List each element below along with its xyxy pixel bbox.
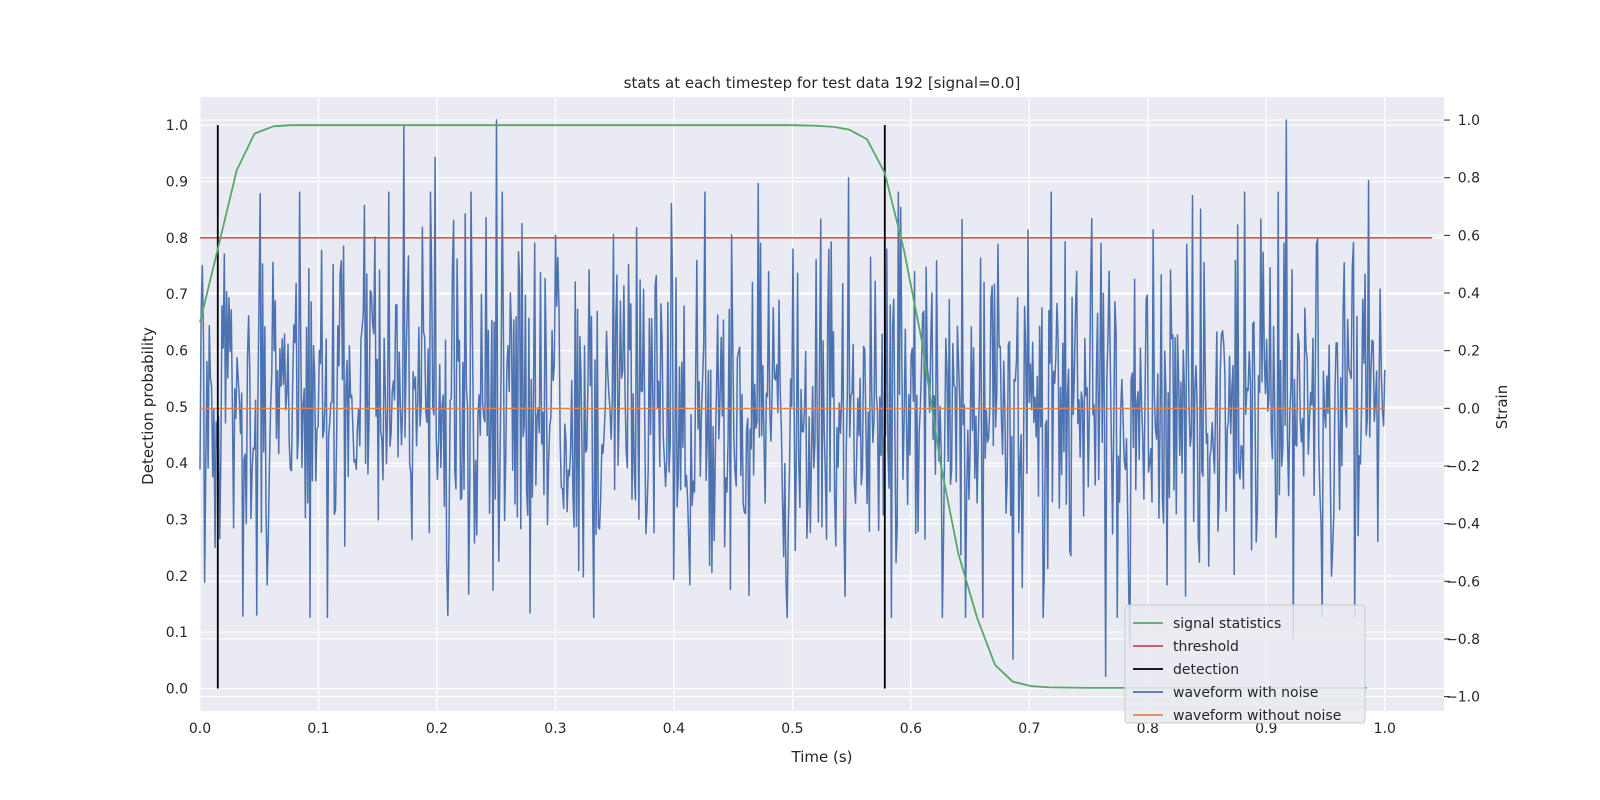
y-tick-label: 0.3 (166, 512, 188, 528)
legend-label: waveform without noise (1173, 708, 1341, 724)
y-ticks-left: 0.0 0.1 0.2 0.3 0.4 0.5 0.6 0.7 0.8 0.9 1.0 (166, 118, 188, 697)
y2-tick-label: −0.4 (1446, 517, 1480, 533)
x-ticks: 0.0 0.1 0.2 0.3 0.4 0.5 0.6 0.7 0.8 0.9 1.0 (189, 721, 1396, 737)
x-tick-label: 0.5 (781, 721, 803, 737)
chart-title: stats at each timestep for test data 192… (624, 74, 1021, 92)
y2-tick-label: 0.6 (1458, 228, 1480, 244)
x-tick-label: 0.7 (1018, 721, 1040, 737)
series-waveform-with-noise (199, 119, 1386, 678)
y-tick-label: 0.0 (166, 681, 188, 697)
series-signal-statistics (199, 124, 1367, 689)
y-axis-label: Detection probability (139, 327, 157, 485)
y-tick-label: 0.1 (166, 625, 188, 641)
series-layer (199, 119, 1433, 689)
x-tick-label: 0.1 (307, 721, 329, 737)
legend-label: detection (1173, 662, 1239, 678)
y2-tick-label: 0.8 (1458, 171, 1480, 187)
y2-tick-label: 1.0 (1458, 113, 1480, 129)
y-tick-label: 0.2 (166, 569, 188, 585)
x-tick-label: 1.0 (1374, 721, 1396, 737)
x-axis-label: Time (s) (791, 748, 853, 766)
y2-tick-label: −0.8 (1446, 632, 1480, 648)
legend: signal statistics threshold detection wavef… (1124, 604, 1366, 724)
legend-box (1124, 604, 1366, 724)
y2-tick-label: −0.6 (1446, 574, 1480, 590)
legend-label: threshold (1173, 639, 1239, 655)
x-tick-label: 0.3 (544, 721, 566, 737)
x-tick-label: 0.6 (900, 721, 922, 737)
legend-label: waveform with noise (1173, 685, 1318, 701)
x-tick-label: 0.8 (1137, 721, 1159, 737)
y-tick-label: 0.5 (166, 400, 188, 416)
y-ticks-right: −1.0 −0.8 −0.6 −0.4 −0.2 0.0 0.2 0.4 0.6 0.8 1.0 (1444, 113, 1480, 706)
y2-tick-label: 0.4 (1458, 286, 1480, 302)
y-tick-label: 0.9 (166, 174, 188, 190)
y-tick-label: 0.4 (166, 456, 188, 472)
y2-tick-label: −1.0 (1446, 690, 1480, 706)
y2-tick-label: 0.2 (1458, 344, 1480, 360)
x-tick-label: 0.0 (189, 721, 211, 737)
y2-tick-label: −0.2 (1446, 459, 1480, 475)
y-tick-label: 1.0 (166, 118, 188, 134)
x-tick-label: 0.9 (1255, 721, 1277, 737)
y-tick-label: 0.7 (166, 287, 188, 303)
y-tick-label: 0.8 (166, 231, 188, 247)
y2-tick-label: 0.0 (1458, 401, 1480, 417)
y2-axis-label: Strain (1493, 385, 1511, 429)
legend-label: signal statistics (1173, 616, 1281, 632)
x-tick-label: 0.2 (426, 721, 448, 737)
x-tick-label: 0.4 (663, 721, 685, 737)
y-tick-label: 0.6 (166, 343, 188, 359)
